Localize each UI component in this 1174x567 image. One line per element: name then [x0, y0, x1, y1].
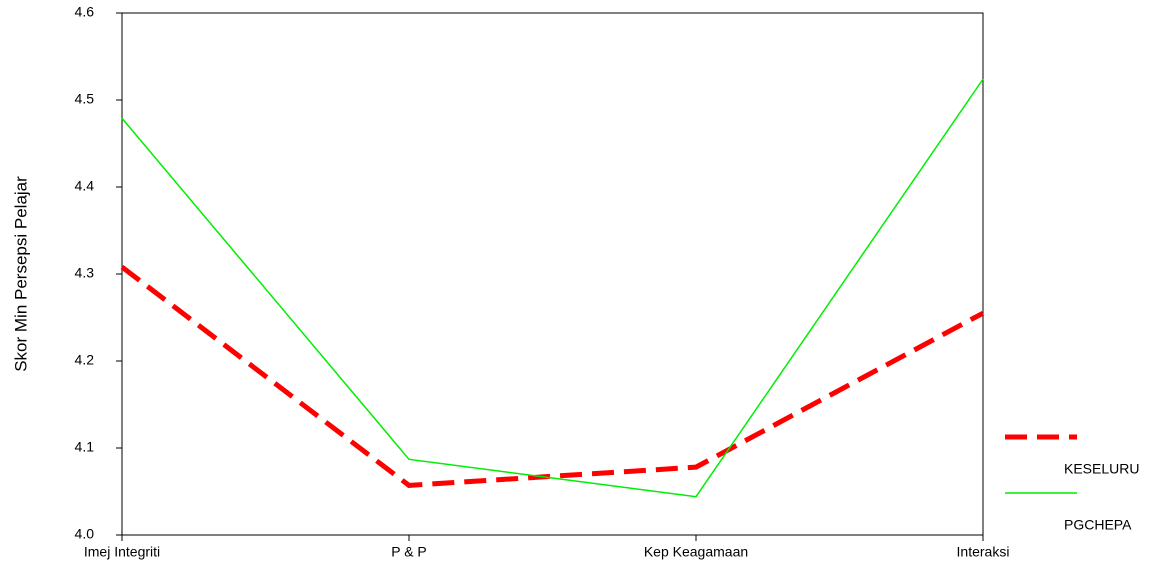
series-line	[121, 78, 984, 498]
y-tick-label: 4.0	[75, 526, 95, 542]
x-tick-label: Interaksi	[957, 544, 1010, 560]
y-tick-label: 4.1	[75, 439, 95, 455]
plot-frame	[121, 12, 984, 536]
y-tick-label: 4.6	[75, 4, 95, 20]
legend-label: PGCHEPA	[1064, 517, 1132, 533]
x-tick-label: Kep Keagamaan	[644, 544, 748, 560]
y-axis-label: Skor Min Persepsi Pelajar	[11, 176, 30, 372]
legend-label: KESELURU	[1064, 461, 1139, 477]
x-tick-label: Imej Integriti	[84, 544, 160, 560]
y-tick-label: 4.3	[75, 265, 95, 281]
y-tick-label: 4.5	[75, 91, 95, 107]
series-line	[120, 265, 985, 488]
y-tick-label: 4.2	[75, 352, 95, 368]
x-tick-label: P & P	[391, 544, 427, 560]
y-tick-label: 4.4	[75, 178, 95, 194]
